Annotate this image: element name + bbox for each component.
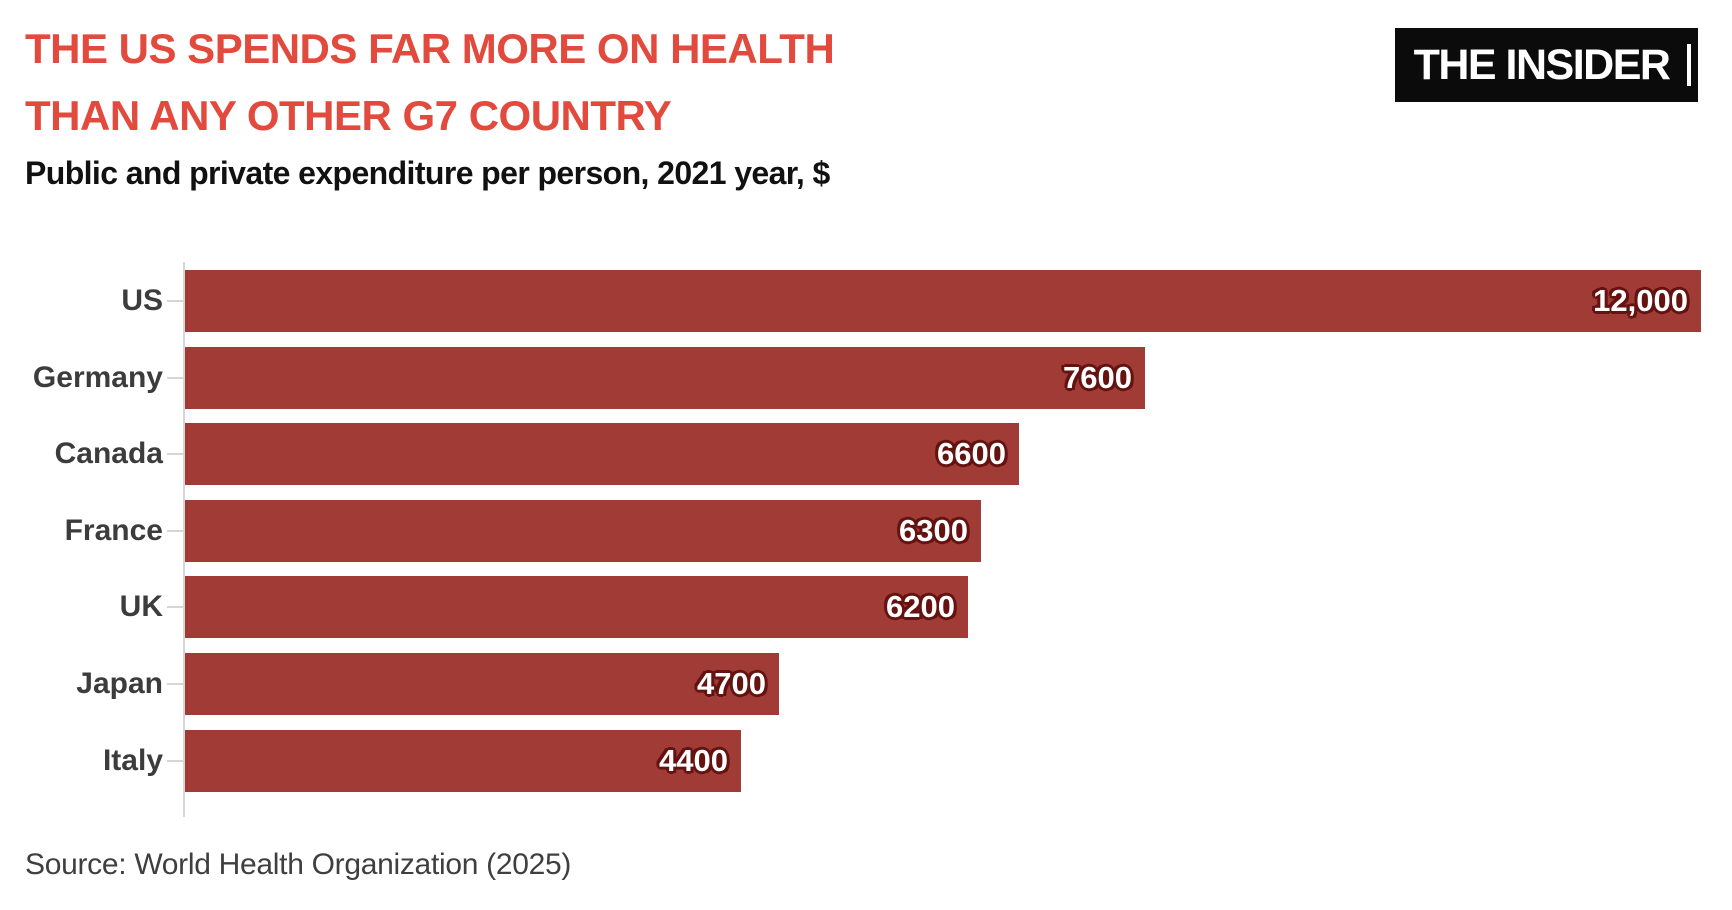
logo-cursor-bar bbox=[1687, 44, 1691, 86]
axis-tick-us bbox=[167, 300, 183, 302]
axis-tick-uk bbox=[167, 606, 183, 608]
chart-subtitle: Public and private expenditure per perso… bbox=[25, 155, 830, 191]
chart-title-line2: THAN ANY OTHER G7 COUNTRY bbox=[25, 92, 672, 139]
bar-uk: 6200 bbox=[185, 576, 968, 638]
publisher-logo: THE INSIDER bbox=[1395, 28, 1698, 102]
category-label-italy: Italy bbox=[102, 744, 163, 777]
bar-value-us: 12,000 bbox=[1593, 283, 1688, 318]
bar-value-canada: 6600 bbox=[937, 436, 1006, 471]
category-label-canada: Canada bbox=[54, 437, 163, 470]
publisher-logo-text: THE INSIDER bbox=[1413, 40, 1671, 89]
chart-title-line1: THE US SPENDS FAR MORE ON HEALTH bbox=[25, 25, 835, 72]
axis-tick-italy bbox=[167, 760, 183, 762]
bar-canada: 6600 bbox=[185, 423, 1019, 485]
axis-tick-germany bbox=[167, 377, 183, 379]
bar-france: 6300 bbox=[185, 500, 981, 562]
axis-tick-france bbox=[167, 530, 183, 532]
axis-tick-canada bbox=[167, 453, 183, 455]
bar-us: 12,000 bbox=[185, 270, 1701, 332]
bar-value-germany: 7600 bbox=[1063, 360, 1132, 395]
source-note: Source: World Health Organization (2025) bbox=[25, 848, 572, 881]
bar-value-uk: 6200 bbox=[886, 589, 955, 624]
bar-germany: 7600 bbox=[185, 347, 1145, 409]
category-label-germany: Germany bbox=[32, 361, 163, 394]
bar-value-france: 6300 bbox=[899, 513, 968, 548]
category-label-japan: Japan bbox=[76, 667, 163, 700]
bar-value-italy: 4400 bbox=[659, 743, 728, 778]
category-label-us: US bbox=[121, 284, 163, 317]
axis-tick-japan bbox=[167, 683, 183, 685]
bar-value-japan: 4700 bbox=[697, 666, 766, 701]
category-label-uk: UK bbox=[119, 590, 163, 623]
bar-japan: 4700 bbox=[185, 653, 779, 715]
bar-italy: 4400 bbox=[185, 730, 741, 792]
y-axis-line bbox=[183, 262, 185, 817]
category-label-france: France bbox=[64, 514, 163, 547]
